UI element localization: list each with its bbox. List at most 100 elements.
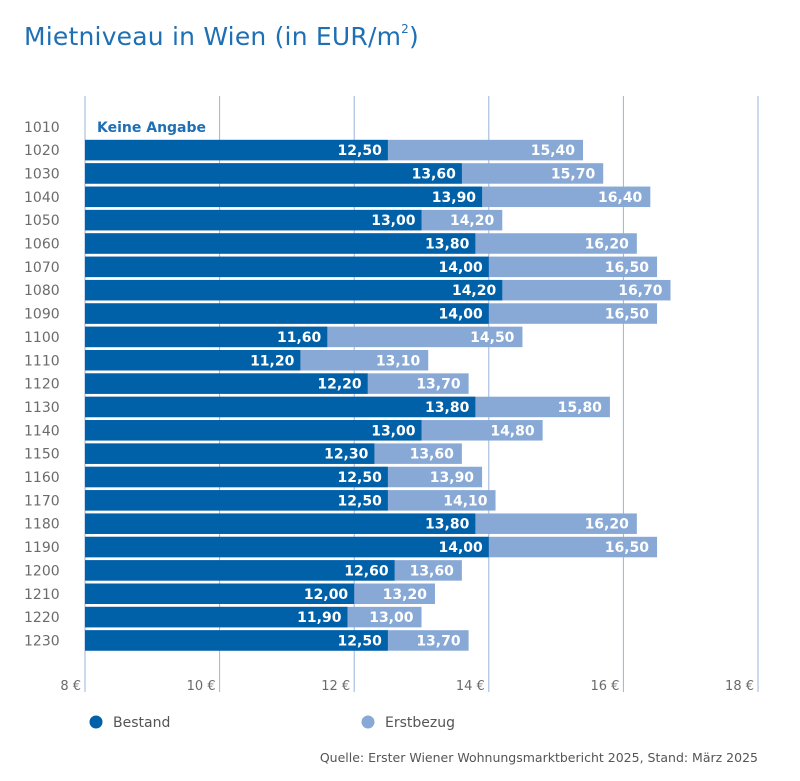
data-label-bestand: 12,50	[338, 633, 383, 649]
data-label-erstbezug: 14,20	[450, 213, 495, 229]
data-label-bestand: 11,60	[277, 330, 322, 346]
data-label-bestand: 11,20	[250, 353, 295, 369]
bar-bestand	[85, 396, 476, 418]
bar-bestand	[85, 303, 489, 324]
chart-title: Mietniveau in Wien (in EUR/m2)	[24, 22, 419, 51]
data-label-erstbezug: 13,90	[430, 470, 475, 486]
x-tick-label: 8 €	[60, 679, 81, 694]
chart-title-close: )	[408, 22, 419, 51]
x-tick-label: 14 €	[456, 679, 485, 694]
data-label-erstbezug: 16,20	[585, 237, 630, 253]
data-label-erstbezug: 13,00	[369, 610, 414, 626]
data-label-erstbezug: 13,60	[410, 563, 455, 579]
category-label: 1120	[24, 377, 60, 393]
data-label-bestand: 14,20	[452, 283, 497, 299]
chart-title-superscript: 2	[401, 22, 409, 36]
category-label: 1090	[24, 307, 60, 323]
category-label: 1030	[24, 166, 60, 182]
bar-bestand	[85, 560, 395, 581]
legend: Bestand Erstbezug	[89, 715, 455, 731]
category-label: 1190	[24, 540, 60, 556]
bar-bestand	[85, 466, 388, 488]
bar-bestand	[85, 583, 355, 604]
data-label-bestand: 14,00	[439, 260, 484, 276]
category-label: 1160	[24, 470, 60, 486]
bar-bestand	[85, 279, 503, 301]
data-label-bestand: 12,50	[338, 493, 383, 509]
category-label: 1070	[24, 260, 60, 276]
category-label: 1150	[24, 447, 60, 463]
data-label-erstbezug: 16,20	[585, 517, 630, 533]
category-label: 1200	[24, 563, 60, 579]
data-label-erstbezug: 15,70	[551, 166, 596, 182]
data-label-bestand: 12,50	[338, 143, 383, 159]
bar-bestand	[85, 513, 476, 534]
data-label-erstbezug: 13,10	[376, 353, 421, 369]
bar-bestand	[85, 139, 388, 161]
data-label-bestand: 11,90	[297, 610, 342, 626]
data-label-erstbezug: 16,70	[618, 283, 663, 299]
data-label-erstbezug: 15,80	[558, 400, 603, 416]
data-label-bestand: 14,00	[439, 307, 484, 323]
bar-bestand	[85, 186, 483, 208]
bar-bestand	[85, 209, 422, 231]
data-label-bestand: 12,50	[338, 470, 383, 486]
category-label: 1040	[24, 190, 60, 206]
data-label-erstbezug: 14,10	[443, 493, 488, 509]
data-label-bestand: 13,80	[425, 400, 470, 416]
data-label-erstbezug: 13,60	[410, 447, 455, 463]
bar-bestand	[85, 443, 375, 464]
no-data-annotation: Keine Angabe	[97, 120, 206, 136]
bar-bestand	[85, 630, 388, 651]
bar-bestand	[85, 256, 489, 278]
x-tick-label: 10 €	[187, 679, 216, 694]
data-label-bestand: 12,60	[344, 563, 389, 579]
data-label-bestand: 12,20	[317, 377, 362, 393]
bar-bestand	[85, 373, 368, 394]
legend-marker-bestand	[89, 715, 103, 729]
bar-bestand	[85, 420, 422, 441]
data-label-erstbezug: 14,50	[470, 330, 515, 346]
x-tick-label: 16 €	[590, 679, 619, 694]
x-tick-label: 12 €	[321, 679, 350, 694]
chart-title-main: Mietniveau in Wien (in EUR/m	[24, 22, 402, 51]
data-label-bestand: 13,90	[432, 190, 477, 206]
category-label: 1140	[24, 423, 60, 439]
data-label-erstbezug: 16,50	[605, 307, 650, 323]
x-tick-label: 18 €	[725, 679, 754, 694]
bar-bestand	[85, 606, 348, 628]
x-axis-ticks: 8 € 10 € 12 € 14 € 16 € 18 €	[60, 679, 754, 694]
data-label-erstbezug: 14,80	[490, 423, 535, 439]
bar-bestand	[85, 536, 489, 558]
data-label-bestand: 12,30	[324, 447, 369, 463]
data-label-bestand: 13,00	[371, 213, 416, 229]
category-label: 1050	[24, 213, 60, 229]
category-label: 1180	[24, 517, 60, 533]
legend-marker-erstbezug	[361, 715, 375, 729]
bars: Keine Angabe 12,50 15,40 13,60 15,70 13,90 16,…	[85, 120, 671, 651]
data-label-bestand: 13,80	[425, 237, 470, 253]
bar-bestand	[85, 163, 462, 184]
source-note: Quelle: Erster Wiener Wohnungsmarktberic…	[319, 750, 758, 765]
data-label-erstbezug: 16,50	[605, 260, 650, 276]
data-label-erstbezug: 13,20	[383, 587, 428, 603]
data-label-erstbezug: 15,40	[531, 143, 576, 159]
category-label: 1210	[24, 587, 60, 603]
bar-bestand	[85, 326, 328, 348]
bar-bestand	[85, 490, 388, 511]
category-label: 1020	[24, 143, 60, 159]
bar-bestand	[85, 350, 301, 371]
category-label: 1230	[24, 633, 60, 649]
data-label-bestand: 13,60	[412, 166, 457, 182]
bar-bestand	[85, 233, 476, 254]
legend-label: Bestand	[113, 715, 170, 731]
category-label: 1170	[24, 493, 60, 509]
category-label: 1080	[24, 283, 60, 299]
category-label: 1010	[24, 120, 60, 136]
data-label-bestand: 13,00	[371, 423, 416, 439]
category-label: 1100	[24, 330, 60, 346]
category-label: 1110	[24, 353, 60, 369]
data-label-erstbezug: 13,70	[416, 633, 461, 649]
data-label-bestand: 12,00	[304, 587, 349, 603]
